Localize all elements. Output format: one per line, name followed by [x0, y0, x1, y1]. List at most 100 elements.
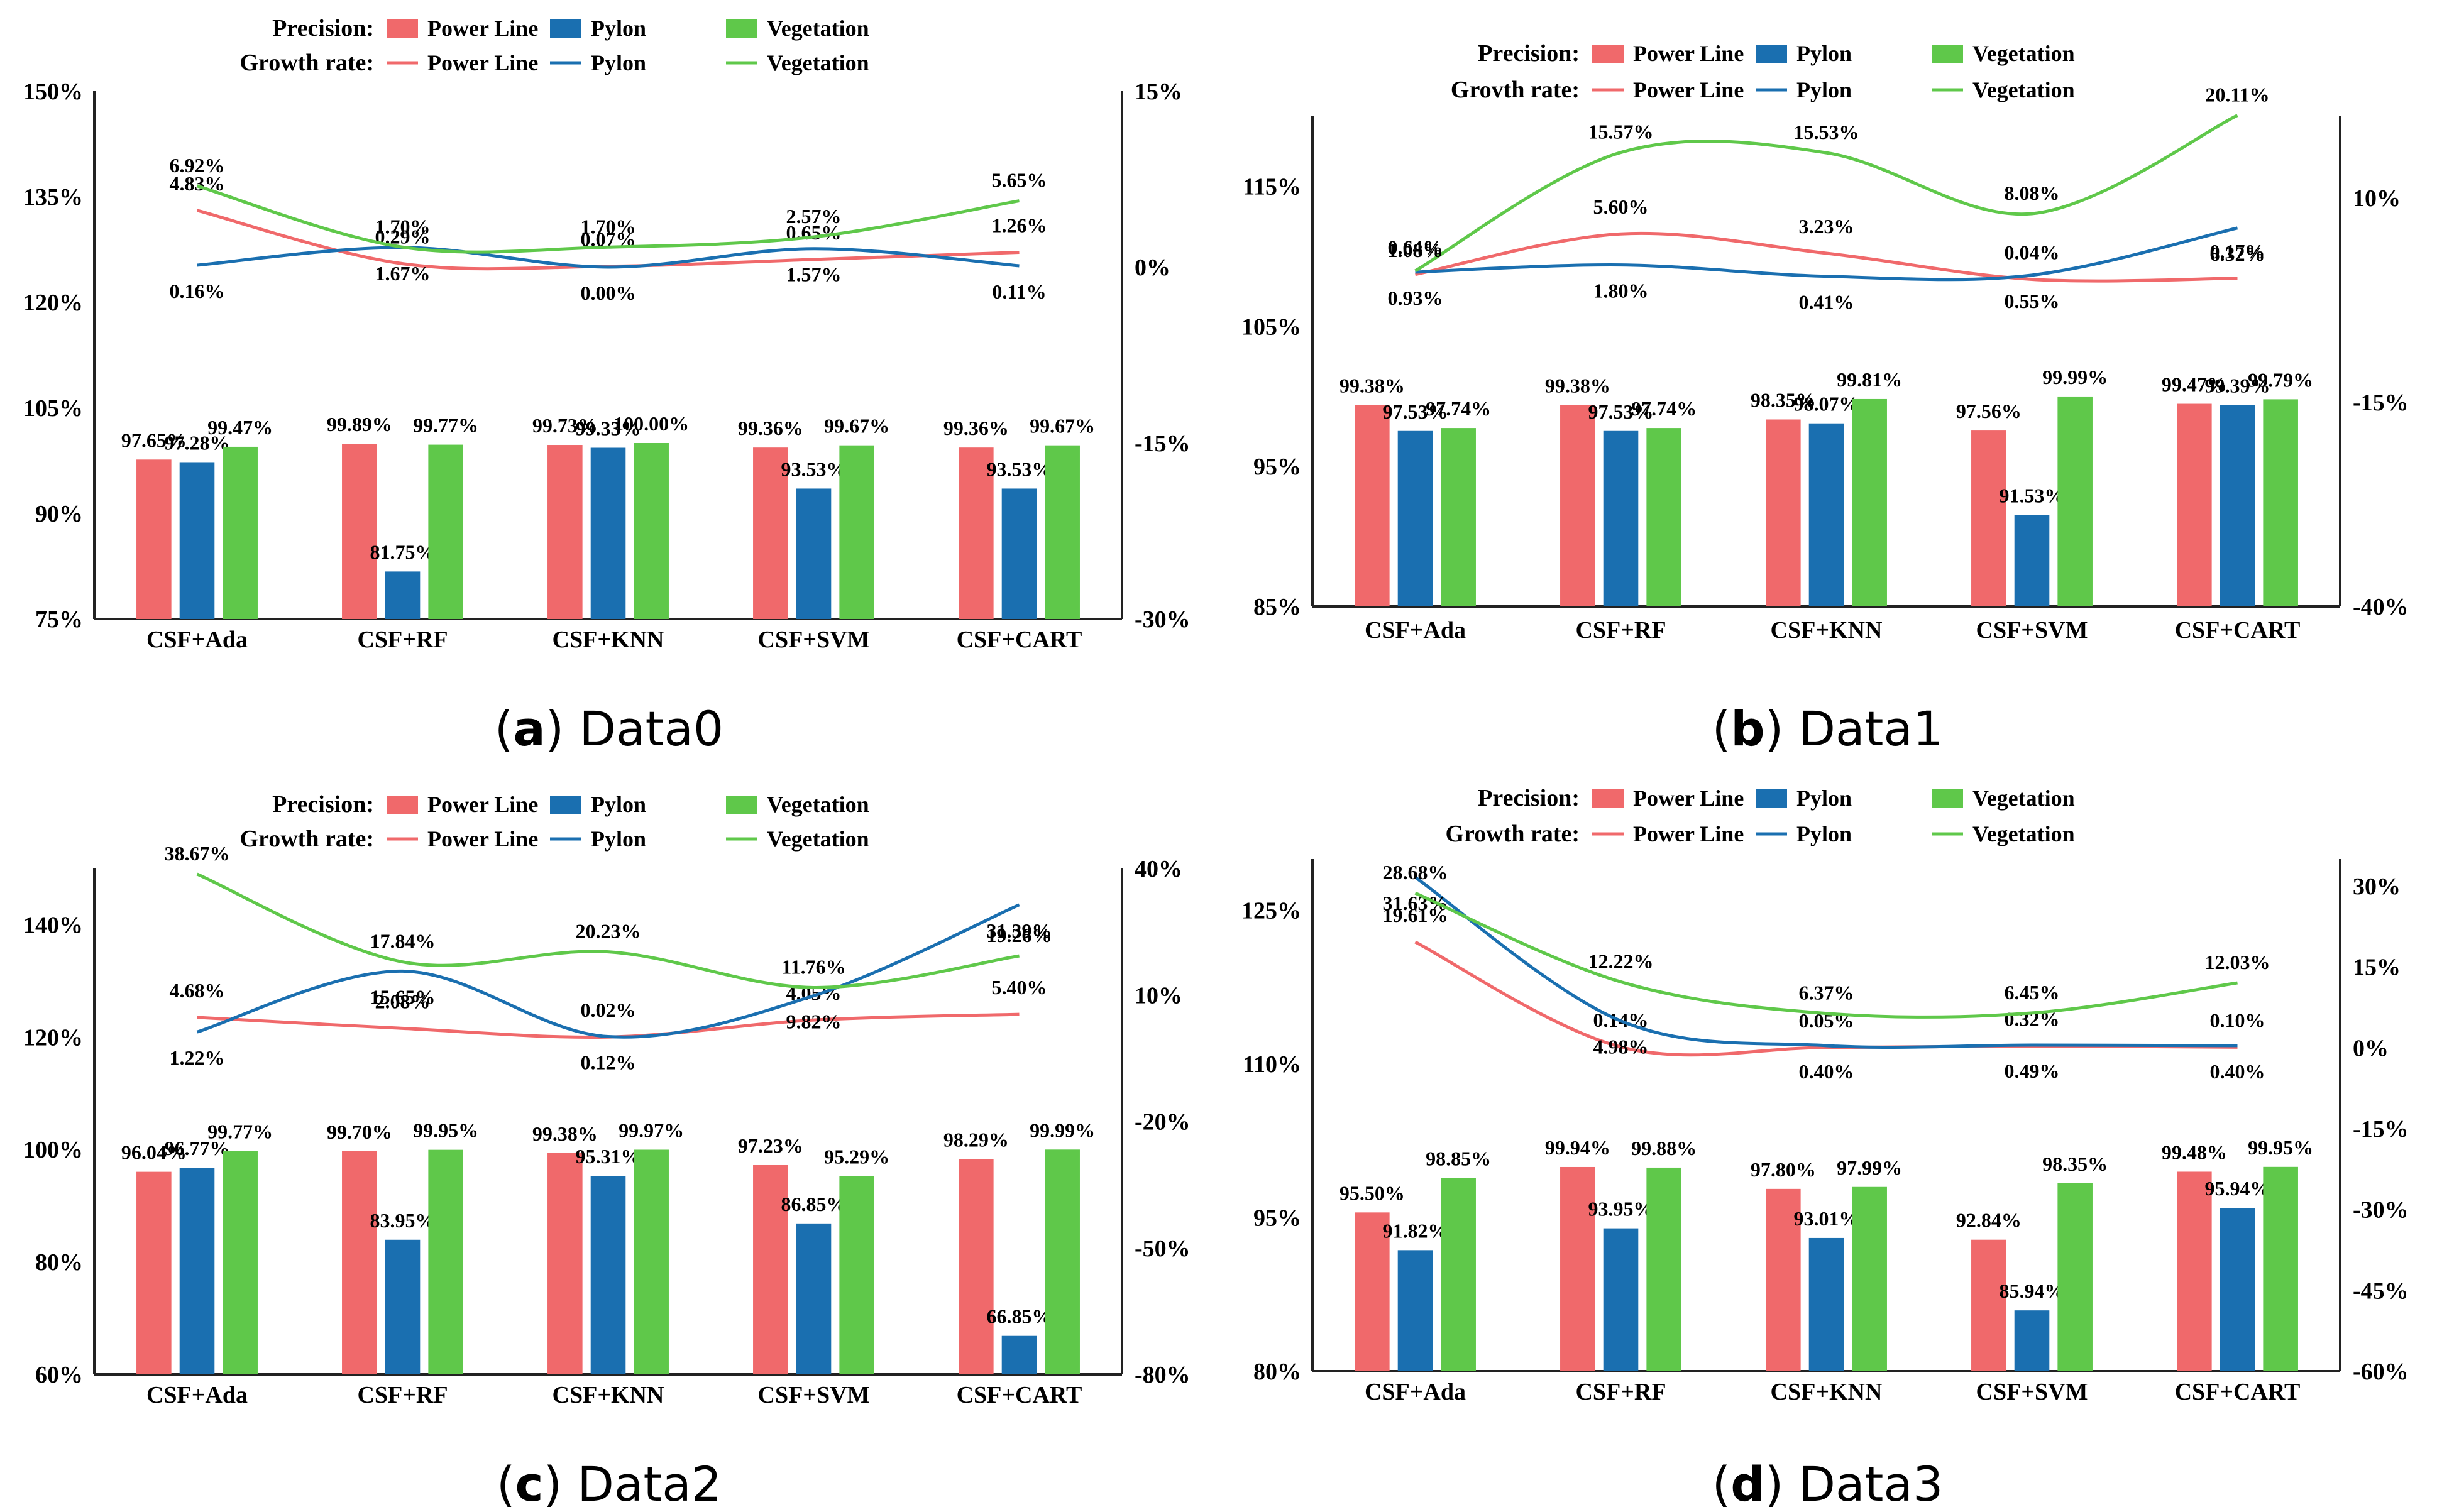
growth-value-label: 0.40%: [1799, 1060, 1854, 1083]
bar-pylon: [1808, 1237, 1844, 1371]
bar-value-label: 99.77%: [207, 1120, 273, 1142]
bar-value-label: 83.95%: [370, 1209, 436, 1232]
legend-line-label-pylon: Pylon: [591, 826, 646, 852]
caption-b: (b) Data1: [1712, 701, 1944, 757]
growth-line-veg: [1414, 114, 2238, 273]
category-label: CSF+SVM: [1976, 617, 2088, 644]
legend-line-label-power: Power Line: [427, 826, 538, 852]
growth-value-label: 17.84%: [370, 930, 436, 953]
left-tick-label: 85%: [1253, 594, 1301, 620]
growth-value-label: 5.40%: [992, 976, 1047, 999]
category-label: CSF+RF: [357, 627, 448, 653]
bar-value-label: 99.70%: [327, 1120, 392, 1143]
category-label: CSF+CART: [957, 627, 1082, 653]
right-tick-label: -45%: [2353, 1278, 2409, 1304]
bar-pylon: [796, 488, 832, 619]
bar-value-label: 97.53%: [1383, 400, 1448, 423]
right-tick-label: -30%: [2353, 1197, 2409, 1224]
bar-pylon: [1603, 1228, 1639, 1371]
bar-series-power: 97.65% 99.89% 99.73% 99.36% 99.36%: [121, 413, 1009, 619]
bar-value-label: 99.77%: [413, 414, 478, 437]
bar-value-label: 95.29%: [824, 1145, 889, 1168]
legend-swatch-pylon: [1756, 45, 1787, 63]
growth-value-label: 0.93%: [1388, 287, 1443, 309]
bar-value-label: 81.75%: [370, 540, 436, 563]
bar-pylon: [2220, 1208, 2255, 1371]
right-tick-label: 40%: [1135, 856, 1182, 882]
category-label: CSF+SVM: [1976, 1379, 2088, 1405]
legend-swatch-power: [1592, 45, 1624, 63]
bar-value-label: 97.53%: [1588, 400, 1654, 423]
growth-line-power: [1415, 231, 2238, 283]
legend-line-label-pylon: Pylon: [1796, 821, 1852, 846]
bar-value-label: 91.53%: [2000, 484, 2065, 507]
bar-value-label: 66.85%: [987, 1305, 1052, 1328]
bar-veg: [634, 443, 669, 619]
growth-value-label: 0.11%: [992, 280, 1046, 303]
bar-value-label: 99.95%: [2248, 1136, 2313, 1159]
bar-series-veg: 99.47% 99.77% 100.00% 99.67% 99.67%: [207, 412, 1095, 619]
left-tick-label: 135%: [23, 184, 83, 211]
category-label: CSF+CART: [2175, 1379, 2301, 1405]
caption-title: Data1: [1798, 701, 1944, 757]
line-series-power: 0.64% 5.60% 3.23% 0.04% 0.17%: [1388, 195, 2265, 283]
chart-b-svg: Precision: Grovth rate: Power Line Power Li…: [1241, 40, 2409, 644]
bar-veg: [1045, 445, 1080, 619]
bar-value-label: 93.95%: [1588, 1198, 1654, 1220]
bar-value-label: 97.80%: [1751, 1158, 1816, 1181]
bar-series-veg: 98.85% 99.88% 97.99% 98.35% 99.95%: [1426, 1136, 2313, 1371]
left-tick-label: 105%: [1241, 314, 1301, 340]
right-tick-label: -15%: [2353, 390, 2409, 416]
bar-value-label: 99.95%: [413, 1119, 478, 1142]
chart-d-svg: Precision: Growth rate: Power Line Power Li…: [1241, 785, 2409, 1405]
bar-value-label: 97.23%: [738, 1134, 803, 1157]
right-tick-label: 0%: [1135, 255, 1170, 281]
bar-value-label: 97.28%: [165, 431, 230, 454]
growth-line-pylon: [197, 246, 1020, 269]
chart-c-svg: Precision: Growth rate: Power Line Power Li…: [23, 791, 1191, 1408]
bar-value-label: 99.36%: [738, 417, 803, 439]
left-tick-label: 90%: [35, 501, 83, 527]
left-tick-label: 150%: [23, 79, 83, 105]
bar-value-label: 93.01%: [1794, 1207, 1859, 1230]
bar-veg: [1646, 1167, 1681, 1371]
bar-value-label: 92.84%: [1956, 1209, 2022, 1232]
legend-bar-label-veg: Vegetation: [767, 792, 869, 817]
bar-power: [2177, 1171, 2212, 1371]
legend-growth-label: Growth rate:: [239, 50, 374, 76]
bar-power: [547, 445, 583, 619]
category-label: CSF+Ada: [1365, 617, 1466, 644]
growth-value-label: 20.23%: [576, 920, 641, 943]
left-tick-label: 110%: [1243, 1051, 1301, 1078]
bar-power: [1355, 405, 1390, 606]
right-tick-label: -50%: [1135, 1235, 1191, 1262]
bar-power: [1766, 419, 1801, 606]
right-tick-label: 30%: [2353, 874, 2401, 900]
growth-value-label: 4.68%: [170, 979, 225, 1002]
legend-line-label-pylon: Pylon: [591, 50, 646, 75]
bar-veg: [223, 1151, 258, 1374]
legend-line-label-pylon: Pylon: [1796, 77, 1852, 102]
caption-d: (d) Data3: [1712, 1456, 1944, 1512]
growth-value-label: 15.53%: [1794, 121, 1859, 143]
left-tick-label: 60%: [35, 1362, 83, 1388]
growth-value-label: 8.08%: [2005, 182, 2060, 204]
growth-value-label: 0.10%: [2210, 1009, 2265, 1031]
caption-title: Data0: [579, 701, 724, 757]
bar-value-label: 99.73%: [532, 414, 598, 437]
growth-value-label: 31.39%: [987, 919, 1052, 942]
growth-value-label: 1.57%: [786, 263, 842, 286]
bar-value-label: 98.29%: [943, 1129, 1009, 1151]
right-tick-label: -60%: [2353, 1359, 2409, 1385]
growth-value-label: 3.23%: [1799, 215, 1854, 238]
bar-value-label: 99.67%: [1030, 415, 1095, 437]
bar-value-label: 99.39%: [2205, 374, 2270, 397]
bar-power: [959, 447, 994, 619]
growth-value-label: 28.68%: [1383, 861, 1448, 884]
caption-c: (c) Data2: [496, 1456, 722, 1512]
bar-power: [1560, 1166, 1595, 1371]
left-tick-label: 100%: [23, 1137, 83, 1163]
caption-letter: c: [515, 1456, 544, 1512]
bar-value-label: 99.97%: [619, 1119, 684, 1141]
growth-value-label: 11.76%: [781, 955, 845, 978]
